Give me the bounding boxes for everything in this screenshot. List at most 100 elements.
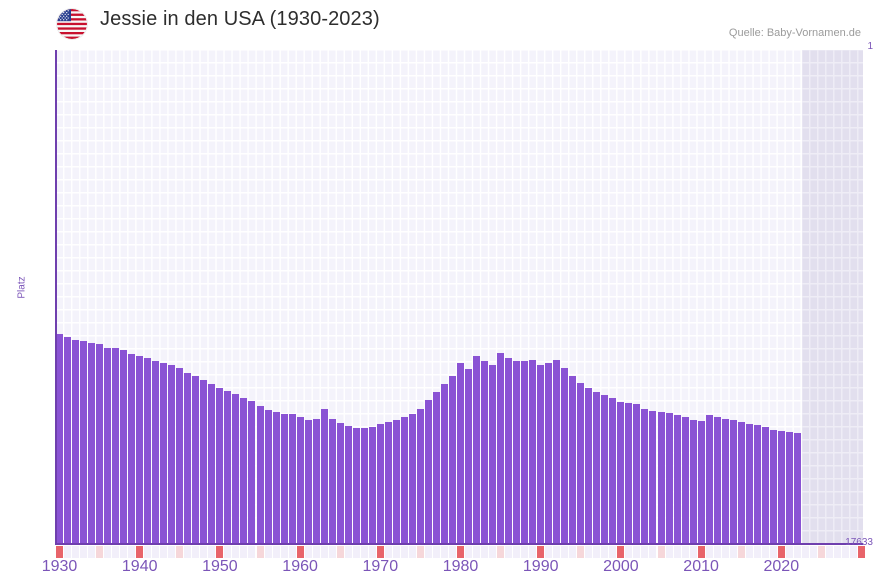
year-density-cell	[505, 546, 513, 558]
bar	[705, 415, 713, 544]
bar	[497, 352, 505, 544]
bar	[120, 350, 128, 544]
year-density-cell	[745, 546, 753, 558]
bar	[312, 419, 320, 544]
chart-header: Jessie in den USA (1930-2023) Quelle: Ba…	[0, 0, 873, 48]
year-density-cell	[272, 546, 280, 558]
bar	[72, 339, 80, 544]
year-density-cell	[200, 546, 208, 558]
year-density-cell	[697, 546, 705, 558]
year-density-cell	[657, 546, 665, 558]
y-axis-tick-top: 1	[867, 41, 873, 52]
year-density-cell	[392, 546, 400, 558]
year-density-cell	[617, 546, 625, 558]
bar	[448, 375, 456, 544]
bar	[80, 341, 88, 544]
year-density-cell	[120, 546, 128, 558]
year-density-cell	[408, 546, 416, 558]
year-density-cell	[288, 546, 296, 558]
bar	[633, 403, 641, 544]
year-density-cell	[849, 546, 857, 558]
x-axis-tick: 1960	[282, 558, 318, 575]
year-density-cell	[529, 546, 537, 558]
bar	[513, 360, 521, 544]
bar	[288, 413, 296, 544]
year-density-cell	[192, 546, 200, 558]
bar	[200, 379, 208, 544]
bar	[721, 418, 729, 544]
bar	[144, 357, 152, 544]
year-density-cell	[368, 546, 376, 558]
bar	[641, 408, 649, 544]
year-density-cell	[216, 546, 224, 558]
year-density-cell	[232, 546, 240, 558]
year-density-cell	[833, 546, 841, 558]
bar	[112, 348, 120, 544]
bar	[384, 422, 392, 544]
bar	[521, 360, 529, 544]
bar	[344, 426, 352, 544]
year-density-cell	[448, 546, 456, 558]
bar	[176, 367, 184, 544]
year-density-cell	[144, 546, 152, 558]
year-density-cell	[729, 546, 737, 558]
y-axis-title: Platz	[16, 276, 28, 299]
year-density-cell	[320, 546, 328, 558]
bar	[320, 408, 328, 544]
year-density-cell	[609, 546, 617, 558]
year-density-cell	[328, 546, 336, 558]
year-density-cell	[553, 546, 561, 558]
year-density-cell	[801, 546, 809, 558]
year-density-cell	[208, 546, 216, 558]
bar	[745, 423, 753, 544]
bar	[280, 413, 288, 544]
x-axis-tick: 2000	[603, 558, 639, 575]
bar-series	[56, 50, 863, 544]
bar	[232, 394, 240, 544]
year-density-cell	[440, 546, 448, 558]
year-density-cell	[809, 546, 817, 558]
year-density-cell	[376, 546, 384, 558]
bar	[424, 400, 432, 544]
year-density-cell	[665, 546, 673, 558]
year-density-cell	[569, 546, 577, 558]
x-axis-tick: 1990	[522, 558, 559, 575]
year-density-cell	[858, 546, 865, 558]
year-density-cell	[537, 546, 545, 558]
year-density-cell	[601, 546, 609, 558]
bar	[152, 360, 160, 544]
year-density-cell	[264, 546, 272, 558]
no-data-gridlines	[801, 50, 863, 544]
bar	[769, 429, 777, 544]
year-density-cell	[577, 546, 585, 558]
x-axis-tick: 1940	[121, 558, 158, 575]
bar	[64, 336, 72, 544]
year-density-cell	[497, 546, 505, 558]
bar	[304, 419, 312, 544]
year-density-cell	[176, 546, 184, 558]
year-density-cell	[641, 546, 649, 558]
year-density-cell	[841, 546, 849, 558]
year-density-cell	[56, 546, 63, 558]
bar	[104, 347, 112, 544]
bar	[248, 400, 256, 544]
bar	[569, 375, 577, 544]
year-density-cell	[80, 546, 88, 558]
page-title: Jessie in den USA (1930-2023)	[100, 8, 380, 30]
x-axis-tick: 1970	[362, 558, 399, 575]
year-density-cell	[256, 546, 264, 558]
source-attribution: Quelle: Baby-Vornamen.de	[728, 27, 861, 39]
bar	[617, 401, 625, 544]
bar	[673, 414, 681, 544]
year-density-cell	[545, 546, 553, 558]
bar	[168, 365, 176, 544]
x-axis-tick: 2010	[683, 558, 719, 575]
year-density-cell	[817, 546, 825, 558]
year-density-cell	[184, 546, 192, 558]
year-density-cell	[96, 546, 104, 558]
bar	[296, 417, 304, 544]
bar	[585, 388, 593, 544]
year-density-cell	[721, 546, 729, 558]
bar	[689, 419, 697, 544]
year-density-cell	[753, 546, 761, 558]
